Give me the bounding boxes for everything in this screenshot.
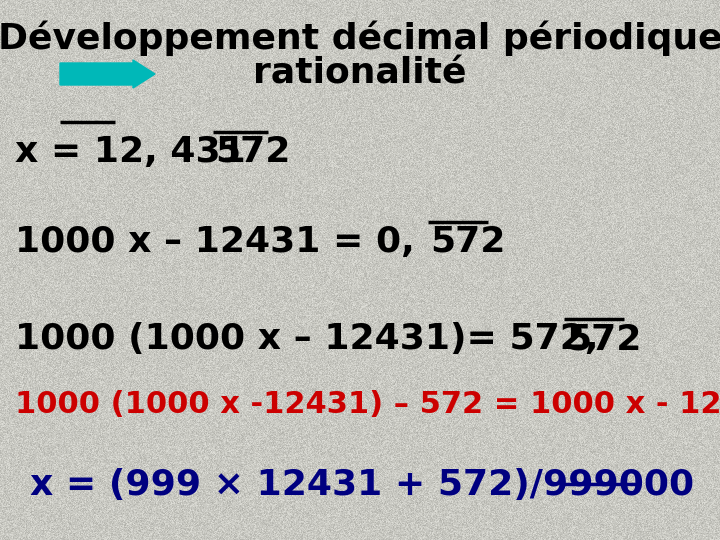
Text: 1000 x – 12431 = 0,: 1000 x – 12431 = 0, — [15, 225, 428, 259]
Text: 1000 (1000 x – 12431)= 572,: 1000 (1000 x – 12431)= 572, — [15, 322, 611, 356]
Text: x = (999 × 12431 + 572)/999000: x = (999 × 12431 + 572)/999000 — [30, 468, 694, 502]
Text: rationalité: rationalité — [253, 56, 467, 90]
Text: x = 12, 431: x = 12, 431 — [15, 135, 246, 169]
Text: 572: 572 — [430, 225, 505, 259]
Text: 572: 572 — [566, 322, 642, 356]
FancyArrow shape — [60, 60, 155, 88]
Text: 572: 572 — [215, 135, 290, 169]
Text: 1000 (1000 x -12431) – 572 = 1000 x - 12431: 1000 (1000 x -12431) – 572 = 1000 x - 12… — [15, 390, 720, 419]
Text: Développement décimal périodique: Développement décimal périodique — [0, 20, 720, 56]
